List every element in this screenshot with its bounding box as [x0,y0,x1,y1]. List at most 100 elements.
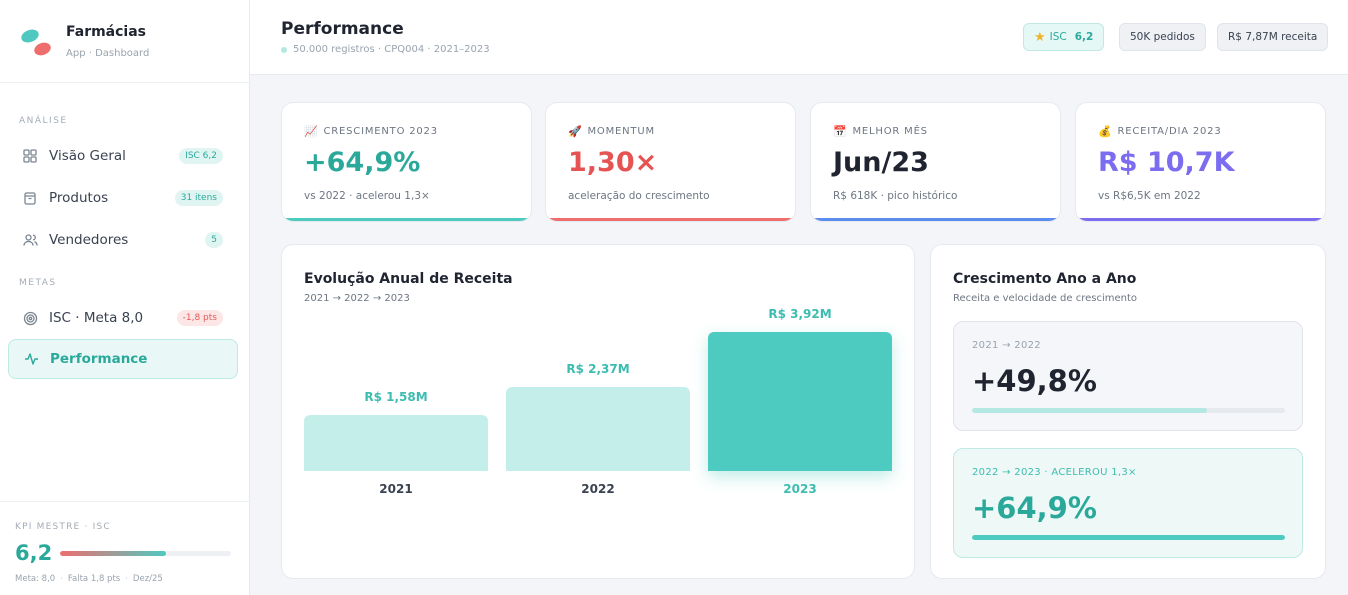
bar-data-label: R$ 1,58M [364,390,428,404]
page-header: Performance 50.000 registros · CPQ004 · … [250,0,1348,75]
activity-icon [23,351,39,367]
kpi-value: 6,2 [15,541,53,565]
sidebar: Farmácias App · Dashboard ANÁLISE Visão … [0,0,250,595]
stat-value: R$ 10,7K [1098,147,1235,178]
kpi-footer: Meta: 8,0 · Falta 1,8 pts · Dez/25 [15,574,163,584]
sidebar-item-performance[interactable]: Performance [8,339,238,379]
stat-label: 🚀 MOMENTUM [568,125,655,138]
brand-subtitle: App · Dashboard [66,48,150,59]
bar-2021: R$ 1,58M 2021 [304,390,488,496]
sidebar-item-label: Visão Geral [49,148,126,164]
stat-accent-bar [1076,218,1325,221]
sidebar-item-label: Produtos [49,190,109,206]
chart-increasing-icon: 📈 [304,125,319,138]
stat-note: aceleração do crescimento [568,190,710,202]
bar-category-label: 2021 [379,482,413,496]
kpi-meta: Meta: 8,0 [15,574,56,584]
users-icon [22,232,38,248]
stat-value: +64,9% [304,147,421,178]
chart-subtitle: 2021 → 2022 → 2023 [304,293,410,304]
growth-progress-fill [972,408,1207,413]
bar-category-label: 2023 [783,482,817,496]
pedidos-chip[interactable]: 50K pedidos [1119,23,1206,51]
stat-accent-bar [546,218,795,221]
growth-item-2021-2022: 2021 → 2022 +49,8% [953,321,1303,431]
package-icon [22,190,38,206]
kpi-mestre-panel: KPI MESTRE · ISC 6,2 Meta: 8,0 · Falta 1,8… [0,501,249,595]
receita-chip[interactable]: R$ 7,87M receita [1217,23,1329,51]
stat-value: Jun/23 [833,147,929,178]
pill-logo-icon [19,27,54,58]
isc-chip[interactable]: ★ ISC 6,2 [1023,23,1105,51]
section-label-analise: ANÁLISE [19,116,68,126]
stat-note: vs R$6,5K em 2022 [1098,190,1201,202]
sidebar-item-vendedores[interactable]: Vendedores 5 [8,220,238,260]
growth-title: Crescimento Ano a Ano [953,271,1137,287]
growth-item-value: +49,8% [972,364,1097,398]
count-badge: 5 [205,232,223,248]
kpi-label: KPI MESTRE · ISC [15,522,111,532]
grid-icon [22,148,38,164]
growth-item-label: 2021 → 2022 [972,340,1041,351]
sidebar-item-label: Performance [50,351,148,367]
kpi-period: Dez/25 [132,574,163,584]
kpi-progress-bar [60,551,231,556]
bar-2023: R$ 3,92M 2023 [708,307,892,496]
isc-chip-label: ISC [1049,31,1067,43]
stat-value: 1,30× [568,147,658,178]
sidebar-item-label: ISC · Meta 8,0 [49,310,144,326]
brand-name: Farmácias [66,24,147,40]
target-icon [22,310,38,326]
growth-progress-fill [972,535,1285,540]
page-subtitle-text: 50.000 registros · CPQ004 · 2021–2023 [293,44,490,55]
brand-header: Farmácias App · Dashboard [0,0,249,83]
stat-accent-bar [282,218,531,221]
stat-label-text: MOMENTUM [587,126,655,137]
growth-item-2022-2023: 2022 → 2023 · ACELEROU 1,3× +64,9% [953,448,1303,558]
stat-label: 💰 RECEITA/DIA 2023 [1098,125,1221,138]
growth-progress-track [972,535,1285,540]
isc-chip-value: 6,2 [1074,31,1094,43]
sidebar-item-produtos[interactable]: Produtos 31 itens [8,178,238,218]
calendar-icon: 📅 [833,125,848,138]
live-dot-icon [281,46,287,53]
growth-subtitle: Receita e velocidade de crescimento [953,293,1138,304]
status-badge: ISC 6,2 [179,148,223,164]
growth-card: Crescimento Ano a Ano Receita e velocida… [930,244,1326,579]
status-badge: -1,8 pts [176,310,223,326]
kpi-progress-fill [60,551,167,556]
count-badge: 31 itens [174,190,223,206]
stat-card-melhor-mes: 📅 MELHOR MÊS Jun/23 R$ 618K · pico histór… [810,102,1061,222]
growth-item-value: +64,9% [972,491,1097,525]
bar-data-label: R$ 3,92M [768,307,832,321]
page-subtitle: 50.000 registros · CPQ004 · 2021–2023 [281,44,490,55]
growth-item-label: 2022 → 2023 · ACELEROU 1,3× [972,467,1137,478]
stat-label: 📈 CRESCIMENTO 2023 [304,125,438,138]
bar-category-label: 2022 [581,482,615,496]
revenue-chart-card: Evolução Anual de Receita 2021 → 2022 → … [281,244,915,579]
bar-data-label: R$ 2,37M [566,362,630,376]
stat-note: vs 2022 · acelerou 1,3× [304,190,430,202]
bar-rect [708,332,892,471]
growth-progress-track [972,408,1285,413]
chart-title: Evolução Anual de Receita [304,271,513,287]
page-title: Performance [281,19,404,39]
stat-card-crescimento: 📈 CRESCIMENTO 2023 +64,9% vs 2022 · acele… [281,102,532,222]
bar-rect [304,415,488,471]
bar-rect [506,387,690,471]
stat-accent-bar [811,218,1060,221]
bar-2022: R$ 2,37M 2022 [506,362,690,496]
stat-card-receita-dia: 💰 RECEITA/DIA 2023 R$ 10,7K vs R$6,5K em … [1075,102,1326,222]
stat-label-text: RECEITA/DIA 2023 [1117,126,1222,137]
stat-label: 📅 MELHOR MÊS [833,125,928,138]
money-bag-icon: 💰 [1098,125,1113,138]
stat-label-text: MELHOR MÊS [852,126,928,137]
stat-card-momentum: 🚀 MOMENTUM 1,30× aceleração do cresciment… [545,102,796,222]
sidebar-item-isc-meta[interactable]: ISC · Meta 8,0 -1,8 pts [8,298,238,338]
sidebar-item-label: Vendedores [49,232,129,248]
kpi-falta: Falta 1,8 pts [67,574,121,584]
stat-note: R$ 618K · pico histórico [833,190,958,202]
section-label-metas: METAS [19,278,57,288]
sidebar-item-visao-geral[interactable]: Visão Geral ISC 6,2 [8,136,238,176]
star-icon: ★ [1034,29,1046,45]
